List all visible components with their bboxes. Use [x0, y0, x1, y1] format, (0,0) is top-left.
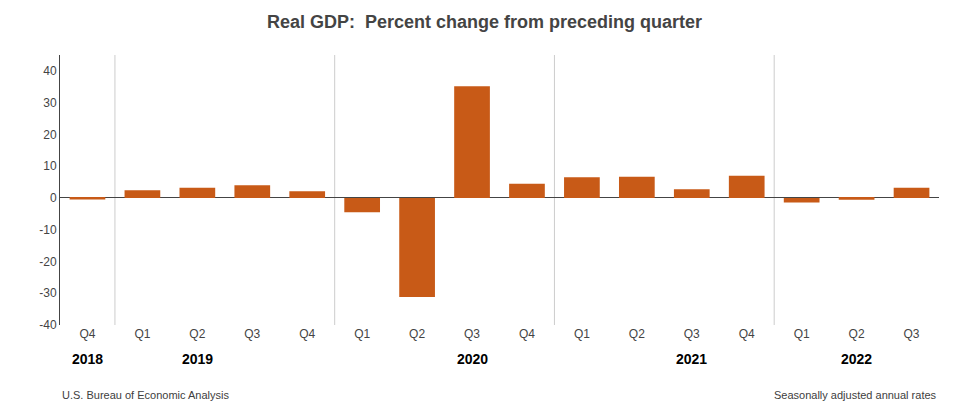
svg-text:Q2: Q2 [409, 327, 425, 341]
svg-text:20: 20 [43, 128, 57, 142]
svg-text:Q3: Q3 [684, 327, 700, 341]
svg-text:2021: 2021 [676, 351, 707, 367]
svg-text:2020: 2020 [457, 351, 488, 367]
svg-text:Q1: Q1 [794, 327, 810, 341]
svg-text:10: 10 [43, 159, 57, 173]
svg-text:Q3: Q3 [244, 327, 260, 341]
svg-text:Q1: Q1 [134, 327, 150, 341]
svg-text:40: 40 [43, 64, 57, 78]
svg-text:U.S. Bureau of Economic Analys: U.S. Bureau of Economic Analysis [62, 389, 229, 401]
svg-text:-10: -10 [39, 223, 57, 237]
svg-text:Q4: Q4 [739, 327, 755, 341]
svg-text:Q3: Q3 [464, 327, 480, 341]
svg-text:Q2: Q2 [849, 327, 865, 341]
svg-text:-20: -20 [39, 255, 57, 269]
svg-text:0: 0 [50, 191, 57, 205]
svg-text:Q4: Q4 [519, 327, 535, 341]
svg-text:Q4: Q4 [299, 327, 315, 341]
svg-text:Real GDP: Percent change from: Real GDP: Percent change from preceding … [267, 12, 702, 32]
svg-text:-30: -30 [39, 286, 57, 300]
svg-text:2019: 2019 [182, 351, 213, 367]
svg-text:30: 30 [43, 96, 57, 110]
svg-text:Seasonally adjusted annual rat: Seasonally adjusted annual rates [774, 389, 937, 401]
svg-text:2018: 2018 [72, 351, 103, 367]
svg-text:Q1: Q1 [354, 327, 370, 341]
svg-text:Q2: Q2 [629, 327, 645, 341]
svg-text:Q2: Q2 [189, 327, 205, 341]
svg-text:Q3: Q3 [904, 327, 920, 341]
svg-text:Q1: Q1 [574, 327, 590, 341]
svg-text:-40: -40 [39, 318, 57, 332]
svg-text:Q4: Q4 [79, 327, 95, 341]
svg-text:2022: 2022 [841, 351, 872, 367]
